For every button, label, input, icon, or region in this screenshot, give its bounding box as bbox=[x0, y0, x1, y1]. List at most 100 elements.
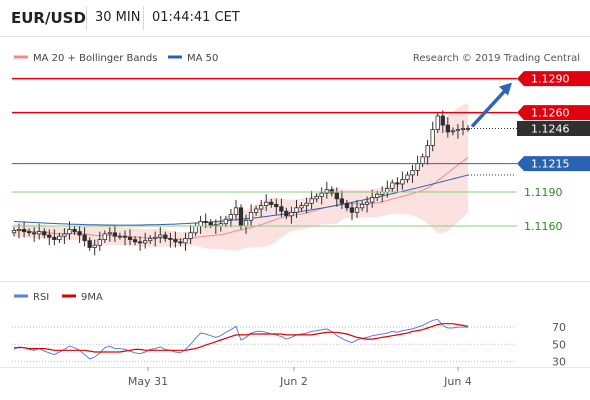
candle-body bbox=[430, 129, 435, 146]
candle-body bbox=[238, 207, 244, 227]
candle-body bbox=[445, 124, 451, 133]
candle-body bbox=[42, 231, 47, 236]
candle-body bbox=[127, 236, 133, 241]
candle-body bbox=[178, 241, 183, 244]
candle-body bbox=[258, 205, 264, 210]
copyright-text: Research © 2019 Trading Central bbox=[413, 53, 580, 64]
price-legend: MA 20 + Bollinger Bands MA 50 bbox=[14, 53, 218, 64]
candle-body bbox=[67, 228, 72, 235]
time-label: 01:44:41 CET bbox=[152, 10, 240, 25]
candle-body bbox=[374, 193, 380, 198]
candle-body bbox=[77, 231, 82, 236]
last-price-label: 1.1246 bbox=[531, 123, 570, 136]
candle-body bbox=[193, 225, 198, 234]
candle-body bbox=[264, 201, 269, 206]
timeframe-label[interactable]: 30 MIN bbox=[95, 10, 141, 25]
support-level-label: 1.1190 bbox=[524, 186, 563, 199]
resistance-level-tag bbox=[517, 71, 590, 87]
candle-body bbox=[354, 207, 360, 213]
candle-body bbox=[304, 202, 309, 207]
candle-body bbox=[425, 145, 430, 158]
candle-body bbox=[299, 205, 304, 209]
candle-body bbox=[142, 240, 148, 244]
candle-body bbox=[87, 240, 92, 248]
candle-body bbox=[203, 220, 208, 223]
candle-body bbox=[102, 233, 107, 240]
candle-body bbox=[47, 234, 52, 238]
rsi-plot: 70 50 30 bbox=[12, 318, 566, 368]
candle-body bbox=[57, 235, 62, 240]
arrow-head-icon bbox=[499, 82, 512, 96]
candle-body bbox=[198, 220, 203, 227]
candle-body bbox=[168, 237, 173, 240]
candle-body bbox=[243, 219, 249, 227]
rsi-tick-label: 70 bbox=[552, 321, 566, 334]
candle-body bbox=[16, 228, 22, 231]
candle-body bbox=[314, 196, 319, 200]
candle-body bbox=[37, 231, 42, 235]
candle-body bbox=[289, 211, 294, 217]
forecast-arrow bbox=[470, 89, 507, 128]
resistance-level-label: 1.1260 bbox=[531, 107, 570, 120]
rsi-ma-line bbox=[14, 323, 469, 353]
candle-body bbox=[173, 239, 178, 243]
resistance-level-label: 1.1290 bbox=[531, 73, 570, 86]
candle-body bbox=[269, 201, 274, 205]
candle-body bbox=[274, 203, 279, 208]
candle-body bbox=[163, 234, 168, 239]
candle-body bbox=[344, 202, 350, 209]
rsi-tick-label: 30 bbox=[552, 355, 566, 368]
candle-body bbox=[72, 228, 77, 233]
candle-body bbox=[339, 198, 345, 204]
header-separator bbox=[143, 6, 144, 30]
candle-body bbox=[435, 115, 440, 131]
candle-body bbox=[390, 182, 395, 189]
candle-body bbox=[253, 208, 259, 213]
candle-body bbox=[284, 210, 289, 217]
chart-header: EUR/USD 30 MIN 01:44:41 CET bbox=[0, 0, 590, 37]
candle-body bbox=[395, 182, 400, 185]
resistance-level-tag bbox=[517, 105, 590, 121]
header-separator bbox=[86, 6, 87, 30]
candle-body bbox=[11, 230, 17, 234]
candle-body bbox=[107, 232, 112, 235]
header-divider bbox=[0, 36, 590, 37]
candle-body bbox=[233, 207, 239, 216]
candle-body bbox=[329, 189, 334, 194]
support-level-label: 1.1160 bbox=[524, 220, 563, 233]
candle-body bbox=[223, 218, 229, 225]
candle-body bbox=[279, 206, 284, 212]
legend-label: MA 20 + Bollinger Bands bbox=[33, 53, 157, 64]
candle-body bbox=[21, 228, 27, 233]
last-price-tag bbox=[517, 121, 590, 136]
price-plot bbox=[11, 102, 515, 256]
pivot-level-tag bbox=[517, 156, 590, 172]
candle-body bbox=[132, 239, 138, 243]
candle-body bbox=[460, 128, 466, 131]
candle-body bbox=[349, 207, 355, 213]
candle-body bbox=[324, 189, 329, 194]
x-tick-label: Jun 2 bbox=[279, 375, 308, 388]
candle-body bbox=[122, 235, 128, 238]
candle-body bbox=[309, 198, 314, 204]
candle-body bbox=[208, 222, 213, 226]
candle-body bbox=[369, 197, 375, 203]
candle-body bbox=[92, 244, 97, 248]
candle-body bbox=[420, 156, 425, 165]
rsi-line bbox=[13, 318, 468, 360]
candle-body bbox=[82, 234, 87, 242]
rsi-tick-label: 50 bbox=[552, 338, 566, 351]
candle-body bbox=[455, 129, 461, 132]
candle-body bbox=[137, 241, 143, 244]
x-axis: May 31 Jun 2 Jun 4 bbox=[128, 367, 472, 388]
price-levels: 1.1290 1.1260 1.1246 1.1215 1.1190 1.1160 bbox=[12, 71, 590, 233]
candle-body bbox=[248, 211, 254, 221]
candle-body bbox=[158, 234, 163, 238]
candle-body bbox=[97, 239, 102, 246]
ma20-line bbox=[13, 157, 469, 240]
candle-body bbox=[294, 207, 299, 213]
candle-body bbox=[188, 232, 193, 239]
legend-label: RSI bbox=[33, 292, 49, 303]
candle-body bbox=[410, 169, 415, 176]
